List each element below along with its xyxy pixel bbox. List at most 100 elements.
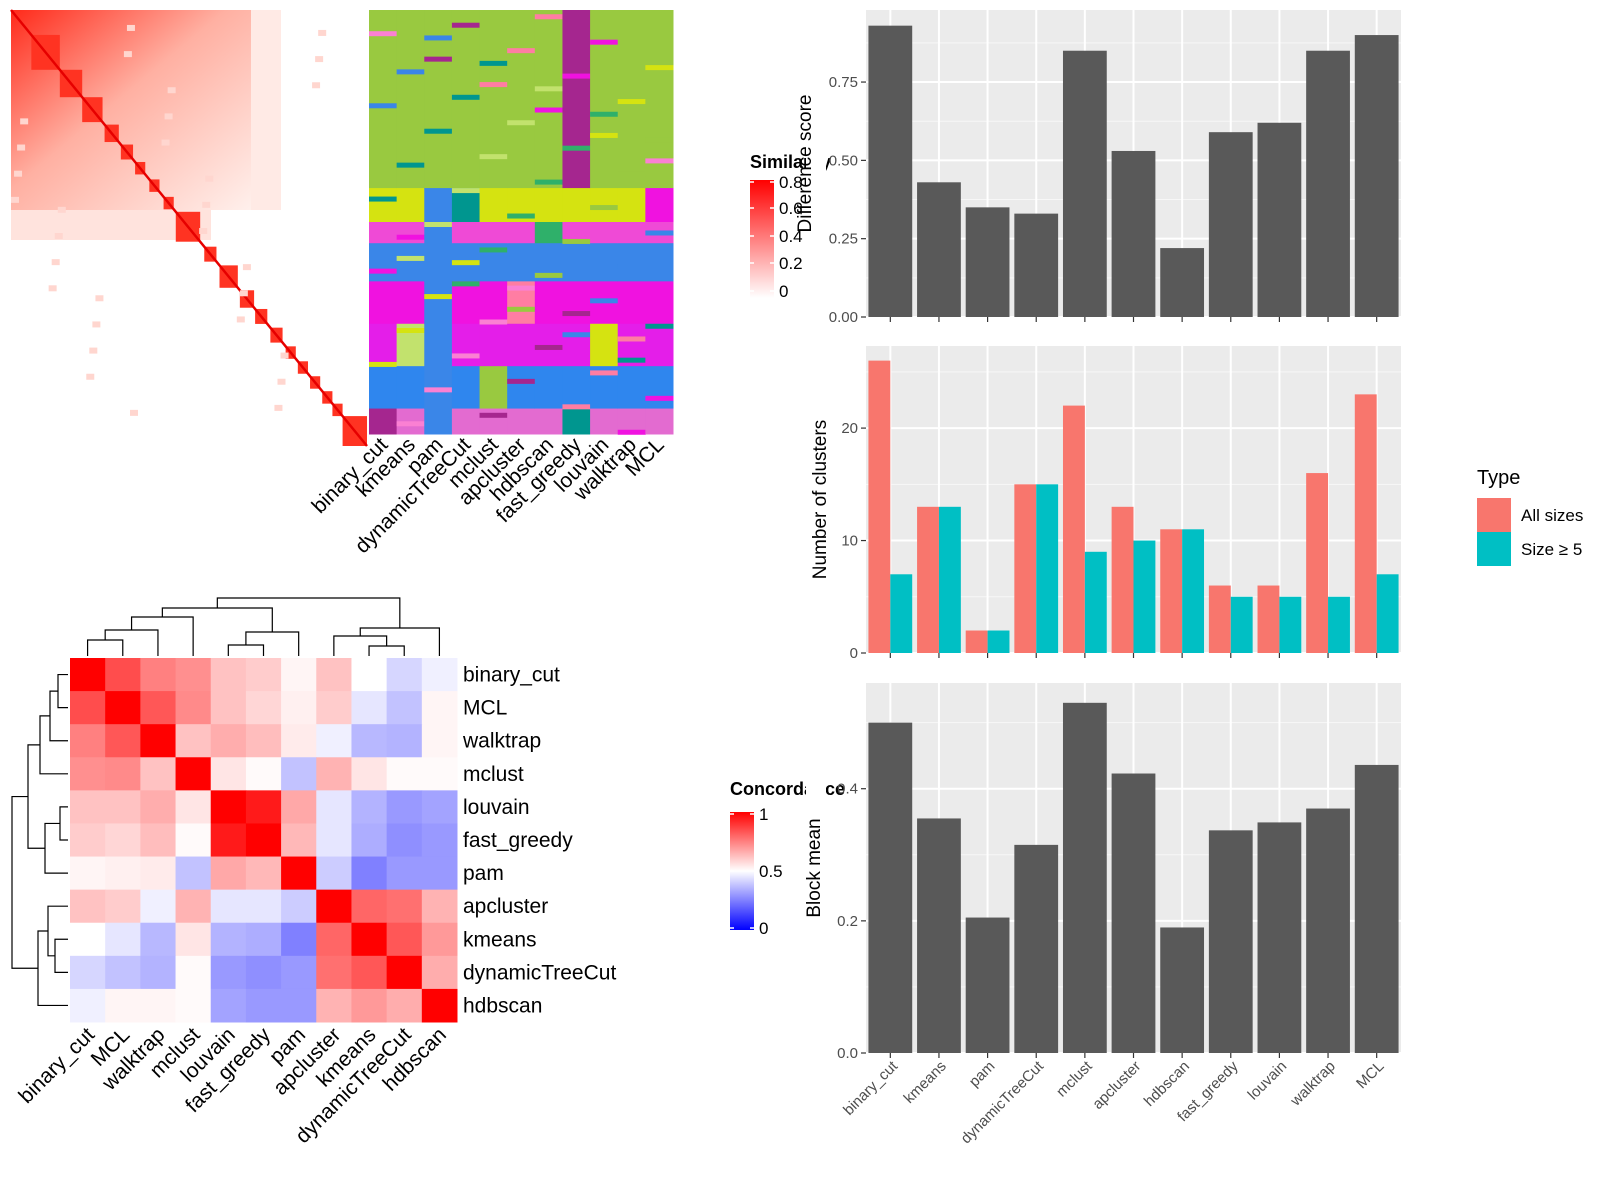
concordance-cell	[140, 658, 177, 692]
assignment-cell	[479, 323, 508, 367]
concordance-cell	[316, 724, 352, 758]
concordance-cell	[351, 988, 388, 1023]
assignment-stripe	[451, 22, 481, 28]
assignment-cell	[369, 323, 398, 367]
bar	[1014, 844, 1059, 1053]
assignment-cell	[479, 281, 508, 325]
concordance-row-label: pam	[463, 862, 504, 885]
bar	[1062, 405, 1085, 653]
type-legend-label-all-sizes: All sizes	[1521, 506, 1583, 525]
bar	[987, 630, 1010, 653]
assignment-cell	[507, 243, 536, 282]
concordance-cell	[70, 856, 106, 891]
dendrogram-branch	[11, 795, 38, 969]
bar	[917, 818, 961, 1053]
bar	[965, 630, 988, 653]
concordance-cell	[210, 955, 247, 990]
concordance-cell	[281, 658, 317, 692]
assignment-cell	[479, 408, 508, 435]
assignment-stripe	[562, 404, 591, 410]
dendrogram-branch	[49, 690, 68, 742]
assignment-cell	[424, 408, 453, 435]
similarity-texture-cell	[92, 321, 101, 328]
similarity-legend-tick-label: 0.4	[779, 227, 803, 246]
assignment-cell	[590, 408, 619, 435]
concordance-cell	[386, 922, 423, 957]
concordance-column-label: binary_cut	[14, 1023, 99, 1108]
concordance-cell	[386, 757, 423, 791]
concordance-cell	[421, 757, 458, 791]
concordance-cell	[351, 856, 388, 891]
assignment-stripe	[590, 370, 619, 376]
assignment-stripe	[617, 99, 646, 105]
assignment-cell	[645, 188, 674, 223]
assignment-stripe	[424, 387, 453, 393]
assignment-stripe	[562, 73, 591, 79]
assignment-stripe	[479, 247, 508, 253]
concordance-cell	[245, 889, 282, 924]
assignment-cell	[617, 243, 646, 282]
concordance-cell	[351, 823, 388, 858]
assignment-cell	[562, 243, 591, 282]
assignment-cell	[645, 366, 674, 410]
concordance-cell	[140, 889, 177, 924]
assignment-stripe	[451, 281, 481, 287]
assignment-cell	[369, 366, 398, 410]
concordance-cell	[70, 988, 106, 1023]
similarity-texture-cell	[318, 29, 327, 36]
similarity-heatmap	[10, 9, 368, 447]
assignment-cell	[534, 10, 563, 189]
assignment-stripe	[645, 323, 674, 329]
bar	[1014, 213, 1059, 317]
assignment-cell	[451, 222, 481, 244]
bar	[1062, 702, 1107, 1053]
assignment-stripe	[396, 69, 425, 75]
concordance-cell	[105, 658, 141, 692]
x-tick-label: kmeans	[901, 1058, 950, 1107]
assignment-cell	[562, 281, 591, 325]
concordance-cell	[245, 724, 282, 758]
dendrogram-branch	[130, 616, 194, 656]
concordance-row-label: kmeans	[463, 928, 537, 951]
dendrogram-branch	[86, 639, 124, 656]
assignment-stripe	[645, 395, 674, 401]
assignment-stripe	[645, 65, 674, 71]
assignment-cell	[451, 188, 481, 223]
bar	[1354, 764, 1399, 1053]
bar	[1182, 529, 1205, 653]
concordance-cell	[245, 922, 282, 957]
bar	[1208, 830, 1253, 1053]
bar	[1354, 394, 1377, 653]
concordance-cell	[70, 889, 106, 924]
concordance-cell	[421, 724, 458, 758]
assignment-stripe	[479, 154, 508, 160]
bar	[1111, 773, 1156, 1053]
concordance-cell	[210, 922, 247, 957]
concordance-cell	[140, 856, 177, 891]
assignment-stripe	[590, 205, 619, 211]
dendrogram-branch	[44, 822, 68, 874]
bar	[868, 25, 913, 317]
concordance-cell	[175, 823, 212, 858]
concordance-cell	[316, 658, 352, 692]
legend-title-mask-bottom	[806, 772, 826, 806]
assignment-stripe	[507, 306, 536, 312]
assignment-stripe	[369, 196, 398, 202]
assignment-stripe	[590, 111, 619, 117]
similarity-texture-cell	[277, 378, 286, 385]
concordance-row-dendrogram	[11, 673, 68, 1007]
concordance-cell	[421, 790, 458, 824]
similarity-texture-cell	[239, 290, 248, 297]
concordance-cell	[140, 757, 177, 791]
assignment-stripe	[645, 137, 674, 143]
concordance-cell	[351, 691, 388, 725]
assignment-stripe	[590, 132, 619, 138]
assignment-stripe	[534, 14, 563, 20]
assignment-cell	[369, 408, 398, 435]
concordance-cell	[175, 988, 212, 1023]
bar	[890, 574, 913, 653]
assignment-stripe	[424, 294, 453, 300]
x-tick-label: MCL	[1353, 1058, 1387, 1092]
concordance-cell	[316, 922, 352, 957]
